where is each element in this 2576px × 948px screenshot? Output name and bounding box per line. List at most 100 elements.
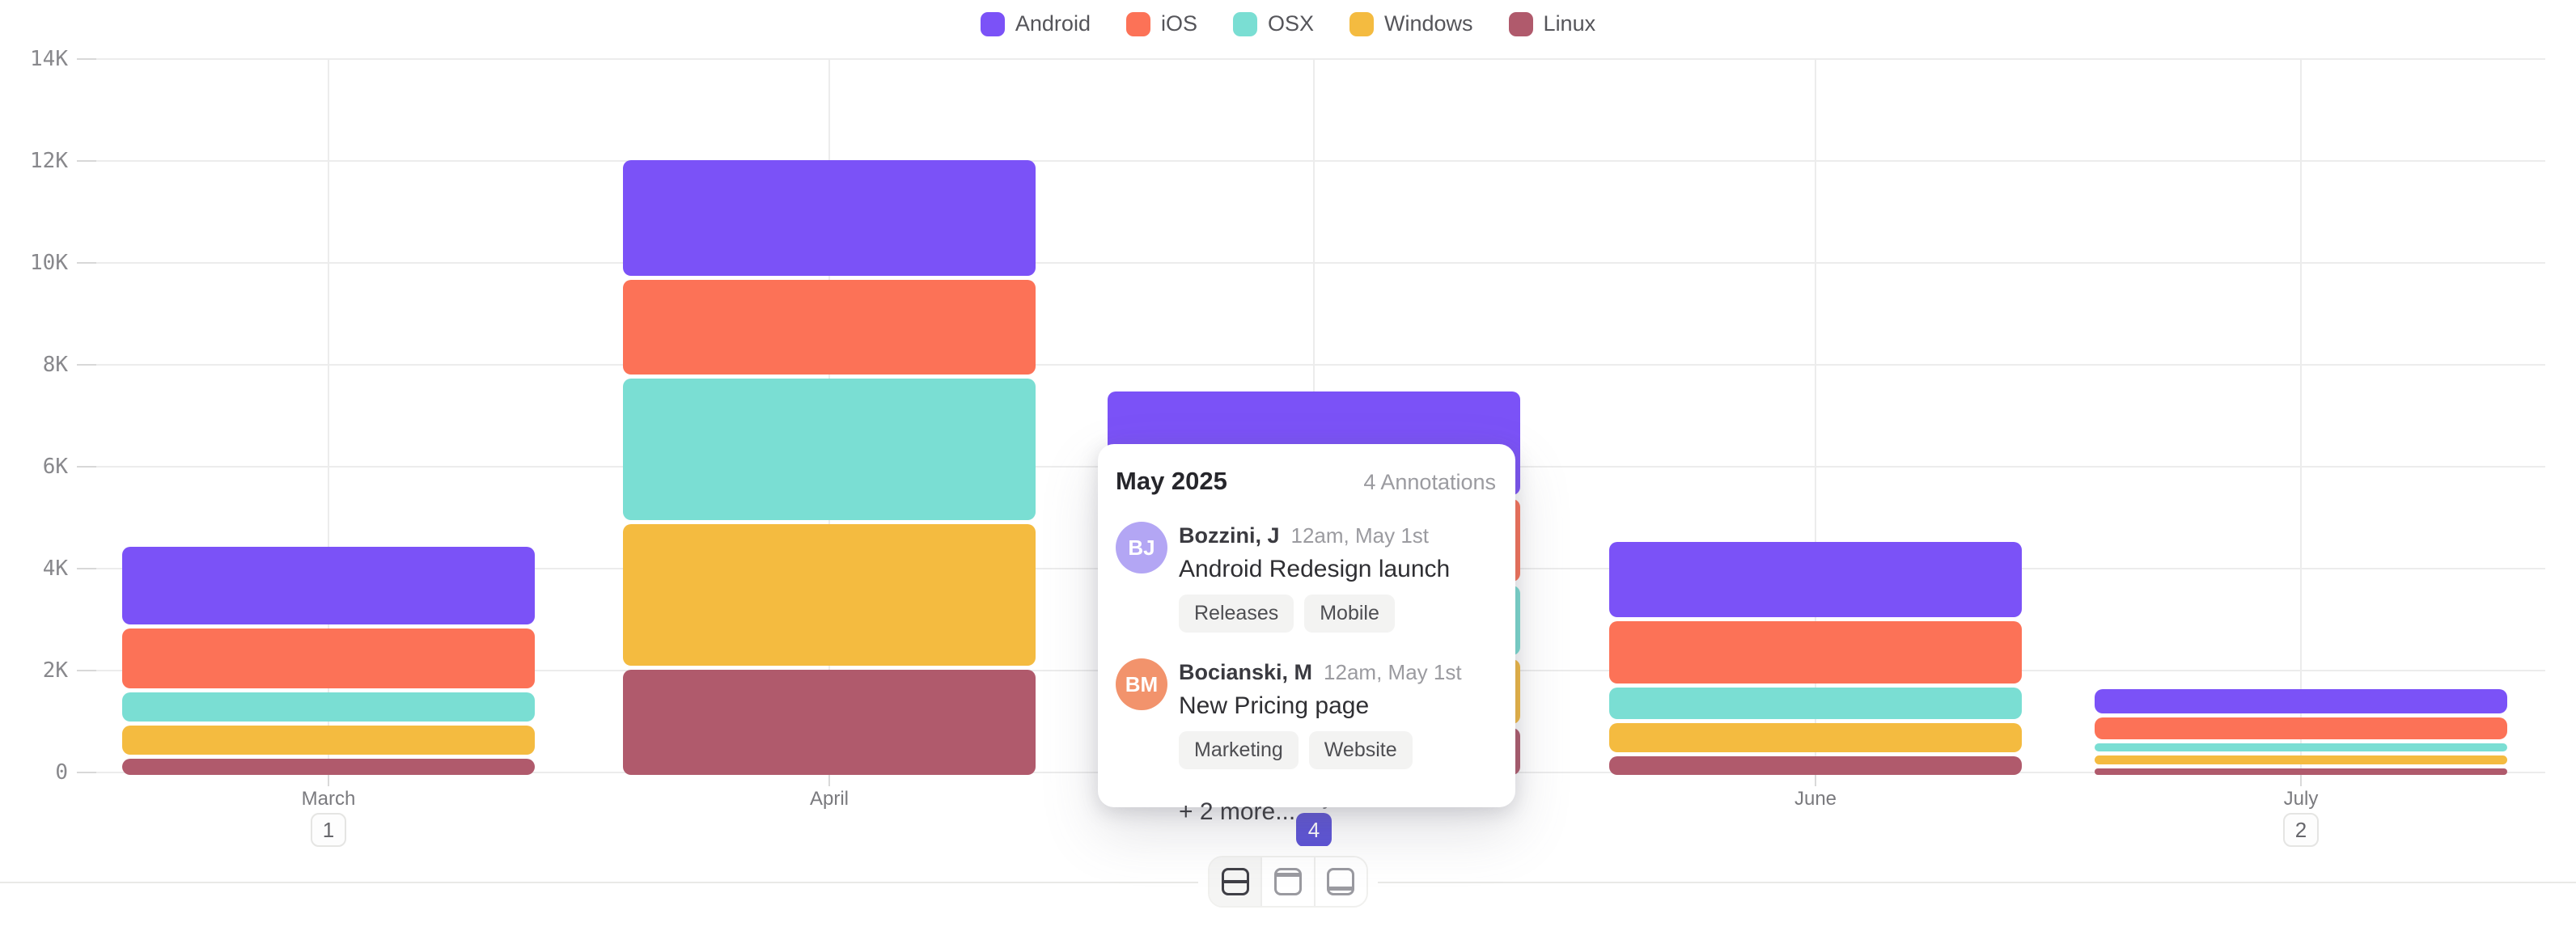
- legend-swatch-icon: [1349, 11, 1375, 36]
- y-axis-label: 0: [55, 760, 68, 785]
- annotation-count-badge-may[interactable]: 4: [1296, 813, 1332, 847]
- y-axis-tick: [77, 364, 96, 366]
- bar-segment-march-android[interactable]: [122, 547, 535, 625]
- legend-swatch-icon: [1508, 11, 1533, 36]
- annotation-author: Bozzini, J: [1179, 523, 1280, 548]
- bar-segment-april-osx[interactable]: [623, 379, 1036, 521]
- legend-swatch-icon: [1232, 11, 1257, 36]
- legend-label: OSX: [1267, 11, 1315, 36]
- legend-swatch-icon: [980, 11, 1005, 36]
- popup-entries-list: BJ Bozzini, J 12am, May 1st Android Redesig…: [1116, 522, 1496, 769]
- stacked-bar-march: [122, 547, 535, 775]
- y-axis-label: 6K: [42, 455, 68, 479]
- y-axis-tick: [77, 466, 96, 468]
- month-label-july: July: [2283, 788, 2319, 810]
- legend-label: Android: [1015, 11, 1091, 36]
- y-axis-tick: [77, 58, 96, 60]
- annotation-entry-body: Bocianski, M 12am, May 1st New Pricing pag…: [1179, 658, 1496, 769]
- bar-segment-july-windows[interactable]: [2095, 755, 2507, 764]
- y-axis-label: 14K: [30, 47, 68, 71]
- layout-option-header-top[interactable]: [1260, 857, 1314, 906]
- y-axis-label: 2K: [42, 658, 68, 683]
- chart-legend: Android iOS OSX Windows Linux: [0, 11, 2576, 36]
- avatar: BM: [1116, 658, 1167, 710]
- bar-segment-april-android[interactable]: [623, 159, 1036, 276]
- x-axis-tick: [1815, 773, 1816, 786]
- bar-segment-june-osx[interactable]: [1609, 687, 2022, 719]
- tag-chip: Mobile: [1304, 595, 1395, 633]
- header-top-icon: [1273, 868, 1302, 895]
- legend-item-android[interactable]: Android: [980, 11, 1091, 36]
- layout-option-split-horizontal[interactable]: [1210, 857, 1261, 906]
- annotation-entry-header: Bozzini, J 12am, May 1st: [1179, 523, 1496, 548]
- tag-chip: Website: [1308, 731, 1413, 769]
- month-label-june: June: [1794, 788, 1837, 810]
- y-gridline: [77, 262, 2545, 264]
- bar-segment-march-osx[interactable]: [122, 692, 535, 722]
- month-label-april: April: [809, 788, 849, 810]
- bar-segment-june-android[interactable]: [1609, 542, 2022, 617]
- legend-item-windows[interactable]: Windows: [1349, 11, 1473, 36]
- annotation-count-badge-march[interactable]: 1: [311, 813, 346, 847]
- legend-item-ios[interactable]: iOS: [1125, 11, 1197, 36]
- layout-switcher: [1208, 856, 1368, 908]
- bar-segment-july-android[interactable]: [2095, 689, 2507, 713]
- popup-more-link[interactable]: + 2 more...: [1179, 798, 1296, 825]
- y-gridline: [77, 160, 2545, 162]
- x-axis-tick: [328, 773, 329, 786]
- annotation-timestamp: 12am, May 1st: [1290, 523, 1430, 548]
- bar-segment-march-linux[interactable]: [122, 758, 535, 775]
- bar-segment-july-linux[interactable]: [2095, 768, 2507, 775]
- bar-segment-july-osx[interactable]: [2095, 743, 2507, 752]
- layout-option-footer-bottom[interactable]: [1313, 857, 1366, 906]
- avatar: BJ: [1116, 522, 1167, 573]
- x-gridline: [328, 59, 329, 772]
- annotation-entry[interactable]: BJ Bozzini, J 12am, May 1st Android Redesig…: [1116, 522, 1496, 633]
- legend-swatch-icon: [1125, 11, 1150, 36]
- x-gridline: [2300, 59, 2302, 772]
- bar-segment-april-windows[interactable]: [623, 524, 1036, 666]
- bar-segment-april-ios[interactable]: [623, 279, 1036, 375]
- annotation-entry[interactable]: BM Bocianski, M 12am, May 1st New Pricing p…: [1116, 658, 1496, 769]
- annotation-count-badge-july[interactable]: 2: [2283, 813, 2319, 847]
- annotation-entry-header: Bocianski, M 12am, May 1st: [1179, 660, 1496, 685]
- y-axis-tick: [77, 160, 96, 162]
- month-label-march: March: [301, 788, 356, 810]
- bar-segment-march-ios[interactable]: [122, 628, 535, 688]
- stacked-bar-july: [2095, 689, 2507, 775]
- bar-segment-march-windows[interactable]: [122, 725, 535, 755]
- bar-segment-june-linux[interactable]: [1609, 755, 2022, 775]
- y-axis-tick: [77, 670, 96, 671]
- annotation-author: Bocianski, M: [1179, 660, 1313, 684]
- bar-segment-june-windows[interactable]: [1609, 722, 2022, 752]
- split-horizontal-icon: [1221, 868, 1249, 895]
- legend-label: iOS: [1160, 11, 1197, 36]
- bar-segment-june-ios[interactable]: [1609, 620, 2022, 683]
- y-axis-label: 4K: [42, 557, 68, 581]
- annotation-timestamp: 12am, May 1st: [1324, 660, 1462, 684]
- y-gridline: [77, 58, 2545, 60]
- annotations-popup: May 2025 4 Annotations BJ Bozzini, J 12am,…: [1098, 444, 1515, 825]
- annotation-title: New Pricing page: [1179, 692, 1370, 719]
- bar-segment-july-ios[interactable]: [2095, 717, 2507, 739]
- y-axis-label: 10K: [30, 251, 68, 275]
- stacked-bar-april: [623, 159, 1036, 775]
- popup-header: May 2025 4 Annotations: [1116, 467, 1496, 496]
- x-axis-tick: [2300, 773, 2302, 786]
- annotation-title: Android Redesign launch: [1179, 556, 1451, 582]
- bar-segment-april-linux[interactable]: [623, 669, 1036, 775]
- tag-chip: Releases: [1179, 595, 1294, 633]
- legend-label: Linux: [1543, 11, 1596, 36]
- legend-label: Windows: [1384, 11, 1473, 36]
- stacked-bar-june: [1609, 542, 2022, 775]
- x-gridline: [1815, 59, 1816, 772]
- popup-annotations-count: 4 Annotations: [1363, 470, 1496, 494]
- legend-item-osx[interactable]: OSX: [1232, 11, 1315, 36]
- y-axis-tick: [77, 772, 96, 773]
- y-gridline: [77, 364, 2545, 366]
- footer-bottom-icon: [1327, 868, 1355, 895]
- y-axis-tick: [77, 262, 96, 264]
- legend-item-linux[interactable]: Linux: [1508, 11, 1596, 36]
- y-axis-label: 8K: [42, 353, 68, 377]
